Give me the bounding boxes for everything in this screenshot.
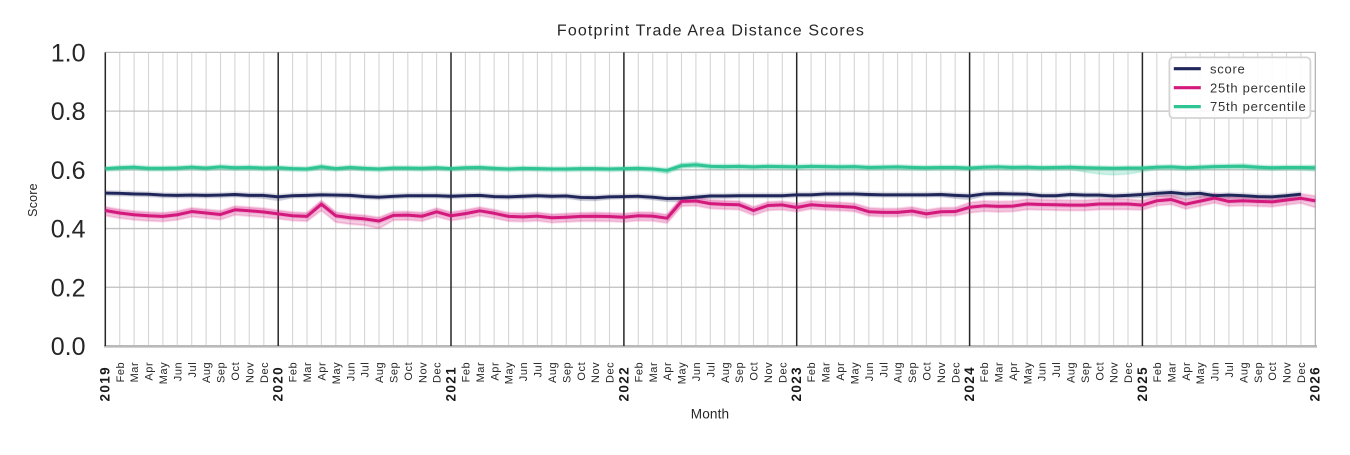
svg-text:Sep: Sep <box>1253 362 1265 383</box>
svg-text:Sep: Sep <box>907 362 919 383</box>
svg-text:Jul: Jul <box>1224 362 1236 378</box>
svg-text:May: May <box>331 362 343 384</box>
svg-text:Sep: Sep <box>389 362 401 383</box>
svg-text:May: May <box>504 362 516 384</box>
svg-text:Oct: Oct <box>403 362 415 381</box>
svg-text:May: May <box>158 362 170 384</box>
svg-text:Score: Score <box>26 183 40 217</box>
svg-text:Jun: Jun <box>345 362 357 381</box>
svg-text:score: score <box>1210 61 1246 76</box>
svg-text:Dec: Dec <box>1123 362 1135 383</box>
svg-text:2020: 2020 <box>271 366 286 401</box>
svg-text:Aug: Aug <box>547 362 559 383</box>
svg-text:Jun: Jun <box>1210 362 1222 381</box>
svg-text:2021: 2021 <box>443 366 458 401</box>
svg-text:Oct: Oct <box>1094 362 1106 381</box>
svg-text:0.2: 0.2 <box>51 274 86 302</box>
svg-text:Oct: Oct <box>1267 362 1279 381</box>
svg-text:25th percentile: 25th percentile <box>1210 80 1307 95</box>
svg-text:2026: 2026 <box>1308 366 1323 401</box>
svg-text:Nov: Nov <box>590 362 602 383</box>
svg-text:Apr: Apr <box>144 362 156 381</box>
svg-text:Nov: Nov <box>936 362 948 383</box>
svg-text:Dec: Dec <box>432 362 444 383</box>
svg-text:Jul: Jul <box>360 362 372 378</box>
svg-text:Apr: Apr <box>489 362 501 381</box>
svg-text:75th percentile: 75th percentile <box>1210 99 1307 114</box>
svg-text:Feb: Feb <box>115 362 127 383</box>
svg-text:Feb: Feb <box>633 362 645 383</box>
svg-text:Jun: Jun <box>518 362 530 381</box>
svg-text:Nov: Nov <box>417 362 429 383</box>
svg-text:Feb: Feb <box>806 362 818 383</box>
svg-text:Oct: Oct <box>230 362 242 381</box>
svg-text:Jul: Jul <box>1051 362 1063 378</box>
svg-text:Apr: Apr <box>1008 362 1020 381</box>
svg-text:Footprint Trade Area Distance: Footprint Trade Area Distance Scores <box>557 23 865 40</box>
svg-text:Apr: Apr <box>662 362 674 381</box>
svg-text:Jul: Jul <box>187 362 199 378</box>
svg-text:Dec: Dec <box>777 362 789 383</box>
svg-text:Oct: Oct <box>922 362 934 381</box>
svg-text:Sep: Sep <box>734 362 746 383</box>
svg-text:Jul: Jul <box>878 362 890 378</box>
svg-text:Jun: Jun <box>691 362 703 381</box>
svg-text:Aug: Aug <box>1066 362 1078 383</box>
svg-text:Nov: Nov <box>1109 362 1121 383</box>
svg-text:Sep: Sep <box>216 362 228 383</box>
svg-text:2019: 2019 <box>98 366 113 401</box>
svg-text:May: May <box>1195 362 1207 384</box>
svg-text:2023: 2023 <box>789 366 804 401</box>
svg-text:Dec: Dec <box>259 362 271 383</box>
svg-text:0.8: 0.8 <box>51 98 86 126</box>
svg-text:Aug: Aug <box>201 362 213 383</box>
svg-text:2024: 2024 <box>962 366 977 401</box>
svg-text:Aug: Aug <box>374 362 386 383</box>
svg-text:1.0: 1.0 <box>51 39 86 67</box>
svg-text:Jun: Jun <box>864 362 876 381</box>
svg-text:Nov: Nov <box>763 362 775 383</box>
svg-text:Feb: Feb <box>1152 362 1164 383</box>
svg-text:Apr: Apr <box>835 362 847 381</box>
svg-text:Feb: Feb <box>461 362 473 383</box>
svg-text:Aug: Aug <box>1238 362 1250 383</box>
svg-text:Jul: Jul <box>533 362 545 378</box>
svg-text:Apr: Apr <box>1181 362 1193 381</box>
svg-text:Mar: Mar <box>821 362 833 383</box>
svg-text:Mar: Mar <box>302 362 314 383</box>
svg-text:0.6: 0.6 <box>51 157 86 185</box>
svg-text:Sep: Sep <box>1080 362 1092 383</box>
svg-text:Jul: Jul <box>705 362 717 378</box>
svg-text:Jun: Jun <box>172 362 184 381</box>
svg-text:2025: 2025 <box>1135 366 1150 401</box>
svg-text:Oct: Oct <box>749 362 761 381</box>
svg-text:Mar: Mar <box>1166 362 1178 383</box>
svg-text:Aug: Aug <box>893 362 905 383</box>
svg-text:Sep: Sep <box>561 362 573 383</box>
svg-text:Mar: Mar <box>994 362 1006 383</box>
svg-text:Mar: Mar <box>648 362 660 383</box>
svg-text:Mar: Mar <box>475 362 487 383</box>
svg-text:Oct: Oct <box>576 362 588 381</box>
svg-text:Feb: Feb <box>288 362 300 383</box>
svg-text:May: May <box>1022 362 1034 384</box>
svg-text:Aug: Aug <box>720 362 732 383</box>
svg-text:Apr: Apr <box>317 362 329 381</box>
svg-text:Nov: Nov <box>244 362 256 383</box>
svg-text:Jun: Jun <box>1037 362 1049 381</box>
svg-text:0.4: 0.4 <box>51 216 86 244</box>
svg-text:May: May <box>849 362 861 384</box>
svg-text:Nov: Nov <box>1282 362 1294 383</box>
svg-text:Month: Month <box>691 407 730 422</box>
svg-text:Dec: Dec <box>950 362 962 383</box>
svg-text:Dec: Dec <box>1296 362 1308 383</box>
svg-text:Feb: Feb <box>979 362 991 383</box>
svg-text:May: May <box>677 362 689 384</box>
svg-text:2022: 2022 <box>616 366 631 401</box>
svg-text:0.0: 0.0 <box>51 333 86 361</box>
svg-text:Dec: Dec <box>605 362 617 383</box>
svg-text:Mar: Mar <box>129 362 141 383</box>
